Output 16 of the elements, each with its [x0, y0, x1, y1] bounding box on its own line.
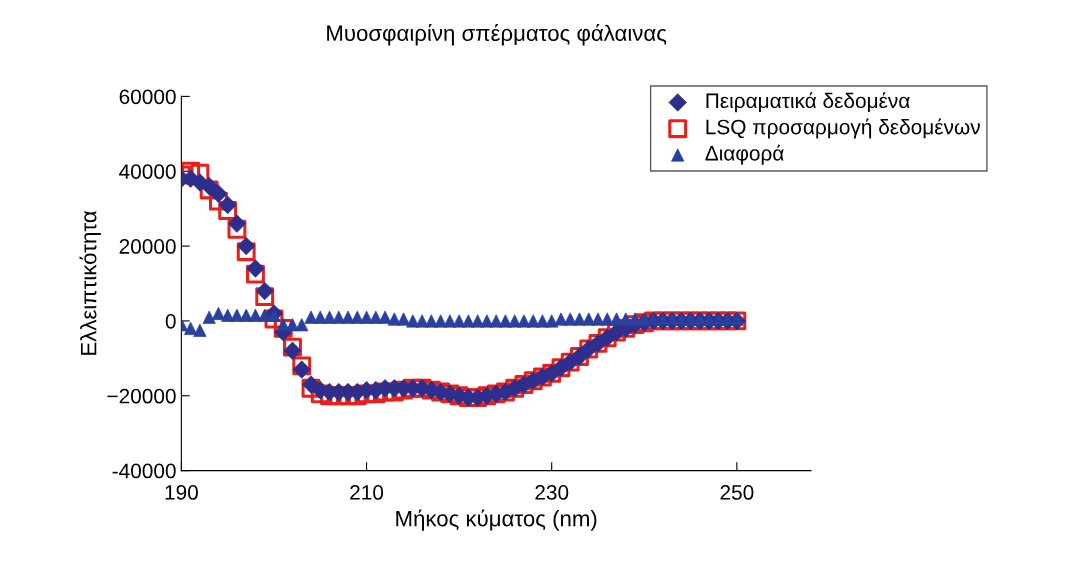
y-tick-label: 60000: [119, 89, 176, 105]
legend-label: Διαφορά: [705, 144, 784, 165]
legend-label: Πειραματικά δεδομένα: [706, 92, 910, 113]
y-tick-label: −20000: [107, 388, 176, 404]
x-tick-label: 250: [720, 485, 754, 500]
x-axis-title: Μήκος κύματος (nm): [396, 509, 597, 531]
legend-label: LSQ προσαρμογή δεδομένων: [706, 118, 980, 139]
y-axis-title: Ελλειπτικότητα: [79, 211, 101, 355]
y-tick-label: -40000: [112, 463, 176, 479]
y-tick-label: 20000: [119, 239, 176, 254]
x-tick-label: 210: [350, 485, 384, 500]
x-tick-label: 230: [535, 485, 569, 500]
x-tick-label: 190: [165, 485, 198, 500]
y-tick-label: 40000: [119, 164, 176, 179]
chart-title: Μυοσφαιρίνη σπέρματος φάλαινας: [327, 24, 667, 46]
y-tick-label: 0: [165, 313, 176, 329]
